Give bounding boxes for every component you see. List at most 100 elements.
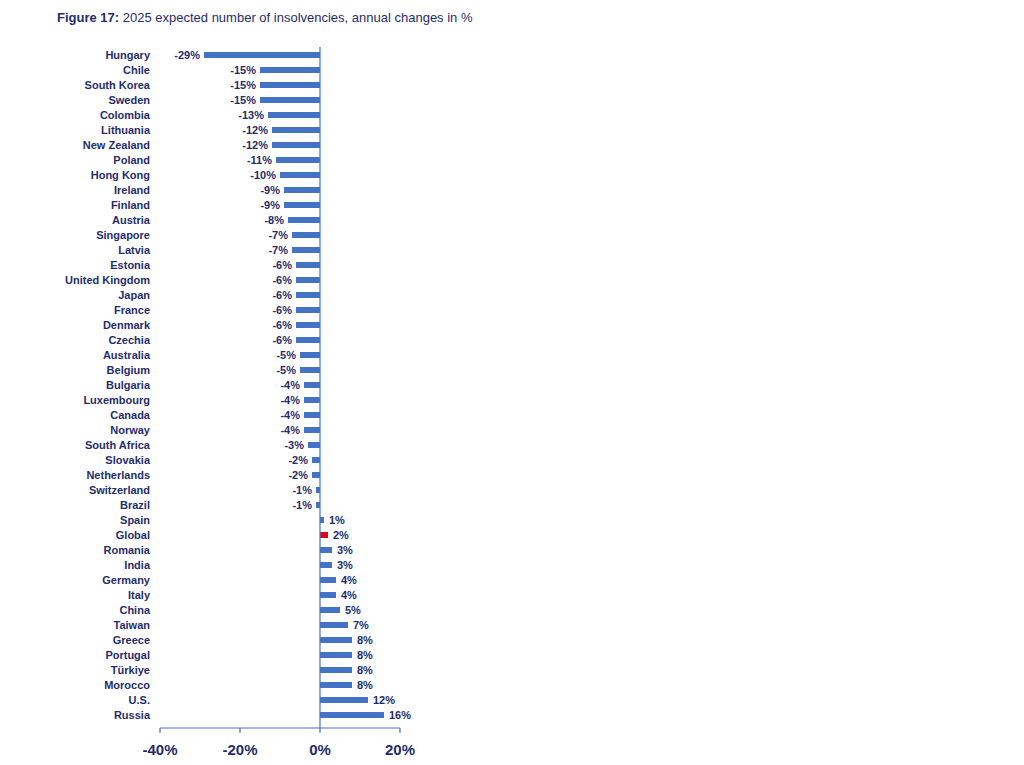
category-label: Switzerland <box>89 484 150 496</box>
bar <box>276 157 320 163</box>
category-label: Brazil <box>120 499 150 511</box>
bar <box>292 232 320 238</box>
data-label: -4% <box>280 409 300 421</box>
bar <box>268 112 320 118</box>
bar <box>320 607 340 613</box>
bar <box>260 97 320 103</box>
bar <box>312 457 320 463</box>
title-prefix: Figure 17: <box>57 10 119 25</box>
data-label: -15% <box>230 94 256 106</box>
data-label: -4% <box>280 394 300 406</box>
data-label: -6% <box>272 304 292 316</box>
data-label: -11% <box>247 154 272 166</box>
data-label: -13% <box>238 109 264 121</box>
data-label: -8% <box>264 214 284 226</box>
category-label: Italy <box>128 589 151 601</box>
category-label: Belgium <box>107 364 151 376</box>
bar <box>312 472 320 478</box>
data-label: -1% <box>292 499 312 511</box>
bar <box>296 307 320 313</box>
category-label: Spain <box>120 514 150 526</box>
bar <box>296 277 320 283</box>
category-label: U.S. <box>129 694 150 706</box>
x-tick <box>319 728 320 733</box>
category-label: New Zealand <box>83 139 150 151</box>
bar <box>296 292 320 298</box>
data-label: -5% <box>276 364 296 376</box>
data-label: -12% <box>242 124 268 136</box>
category-label: Netherlands <box>86 469 150 481</box>
data-label: -10% <box>250 169 276 181</box>
category-label: Norway <box>110 424 151 436</box>
bar <box>296 322 320 328</box>
bar <box>320 667 352 673</box>
bar <box>320 622 348 628</box>
category-label: Chile <box>123 64 150 76</box>
data-label: 5% <box>345 604 361 616</box>
category-label: Estonia <box>110 259 151 271</box>
x-tick <box>399 728 400 733</box>
data-label: 2% <box>333 529 349 541</box>
category-label: Türkiye <box>111 664 150 676</box>
bar <box>320 562 332 568</box>
category-label: Greece <box>113 634 150 646</box>
data-label: -6% <box>272 274 292 286</box>
bar <box>292 247 320 253</box>
data-label: -29% <box>174 49 200 61</box>
data-label: -9% <box>260 199 280 211</box>
category-label: Portugal <box>105 649 150 661</box>
category-label: South Korea <box>85 79 151 91</box>
category-label: Austria <box>112 214 151 226</box>
category-label: United Kingdom <box>65 274 150 286</box>
data-label: 1% <box>329 514 345 526</box>
category-label: Czechia <box>108 334 150 346</box>
bar <box>204 52 320 58</box>
bar <box>272 127 320 133</box>
bar <box>308 442 320 448</box>
category-label: Singapore <box>96 229 150 241</box>
bar <box>320 547 332 553</box>
data-label: 16% <box>389 709 411 721</box>
data-label: 8% <box>357 649 373 661</box>
category-label: Luxembourg <box>83 394 150 406</box>
data-label: -2% <box>288 454 308 466</box>
data-label: -4% <box>280 379 300 391</box>
category-label: China <box>119 604 150 616</box>
bar <box>284 202 320 208</box>
category-label: Poland <box>113 154 150 166</box>
data-label: -6% <box>272 259 292 271</box>
x-tick <box>239 728 240 733</box>
category-label: Germany <box>102 574 151 586</box>
data-label: -4% <box>280 424 300 436</box>
zero-line <box>319 47 320 728</box>
category-label: Global <box>116 529 150 541</box>
data-label: 8% <box>357 634 373 646</box>
data-label: -7% <box>268 229 288 241</box>
bar <box>296 337 320 343</box>
bar <box>320 532 328 538</box>
data-label: 12% <box>373 694 395 706</box>
data-label: 3% <box>337 544 353 556</box>
category-label: Hong Kong <box>91 169 150 181</box>
x-tick-label: -20% <box>222 741 257 758</box>
data-label: 8% <box>357 664 373 676</box>
category-label: India <box>124 559 151 571</box>
x-tick-label: -40% <box>142 741 177 758</box>
bar <box>300 352 320 358</box>
data-label: 4% <box>341 574 357 586</box>
bar <box>304 427 320 433</box>
bar <box>296 262 320 268</box>
data-label: 7% <box>353 619 369 631</box>
data-label: 3% <box>337 559 353 571</box>
category-label: Denmark <box>103 319 151 331</box>
bar <box>320 652 352 658</box>
bar <box>288 217 320 223</box>
data-label: -12% <box>242 139 268 151</box>
title-rest: 2025 expected number of insolvencies, an… <box>119 10 473 25</box>
x-axis <box>160 727 400 728</box>
data-label: -6% <box>272 334 292 346</box>
title: Figure 17: 2025 expected number of insol… <box>57 10 473 25</box>
bar <box>320 577 336 583</box>
data-label: 4% <box>341 589 357 601</box>
bar <box>304 382 320 388</box>
